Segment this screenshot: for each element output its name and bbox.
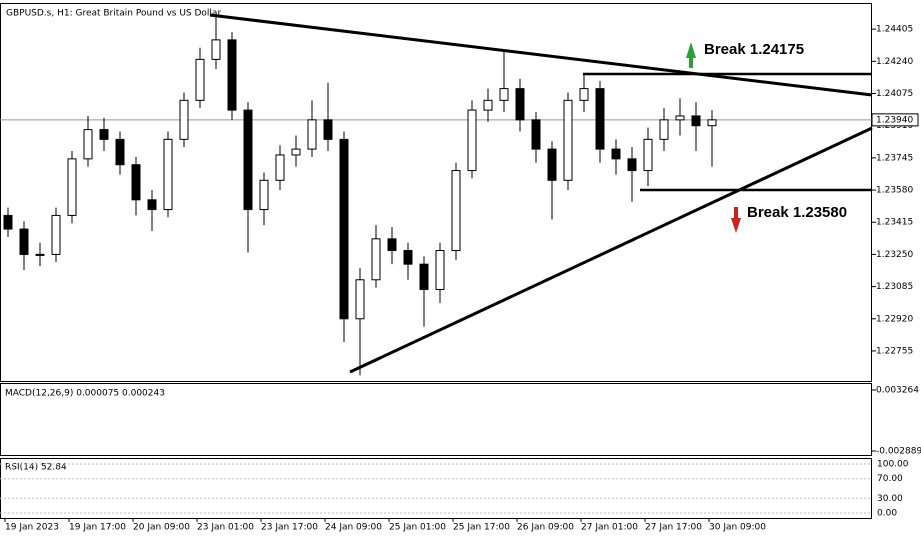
main-panel <box>0 3 872 382</box>
arrow-down <box>731 207 741 233</box>
candle-body <box>323 119 333 140</box>
candle-body <box>579 88 589 101</box>
candle-body <box>531 119 541 150</box>
candle-body <box>131 164 141 201</box>
candle-body <box>563 99 573 181</box>
candle-body <box>3 214 13 230</box>
candle-body <box>355 279 365 320</box>
y-tick-label: 1.23415 <box>876 218 913 228</box>
candle-body <box>227 39 237 111</box>
x-tick-label: 27 Jan 01:00 <box>581 523 638 533</box>
x-tick-label: 30 Jan 09:00 <box>709 523 766 533</box>
y-tick-label: 1.24240 <box>876 57 913 67</box>
candle-body <box>291 148 301 156</box>
level-annotation: Break 1.24175 <box>704 41 804 58</box>
macd-tick-label: 0.003264 <box>876 386 919 396</box>
y-tick-label: 1.23745 <box>876 153 913 163</box>
macd-panel <box>0 383 872 456</box>
rsi-tick-label: 100.00 <box>877 460 909 470</box>
candle-body <box>707 119 717 127</box>
chart-title: GBPUSD.s, H1: Great Britain Pound vs US … <box>6 9 221 19</box>
macd-tick-label: -0.002889 <box>876 447 921 457</box>
candle-body <box>387 238 397 252</box>
candle-body <box>51 214 61 255</box>
candle-body <box>595 88 605 150</box>
arrow-up <box>686 42 696 68</box>
y-tick-label: 1.22755 <box>876 346 913 356</box>
candle-body <box>547 148 557 181</box>
x-tick-label: 27 Jan 17:00 <box>645 523 702 533</box>
candle-body <box>259 179 269 211</box>
y-tick-label: 1.23250 <box>876 250 913 260</box>
x-tick-label: 23 Jan 01:00 <box>197 523 254 533</box>
candle-body <box>83 129 93 160</box>
last-price-box <box>871 113 919 127</box>
level-annotation: Break 1.23580 <box>747 204 847 221</box>
candle-body <box>467 109 477 172</box>
x-tick-label: 20 Jan 09:00 <box>133 523 190 533</box>
candle-body <box>483 99 493 111</box>
y-tick-label: 1.24405 <box>876 25 913 35</box>
trendline <box>349 126 873 374</box>
candle-body <box>419 263 429 291</box>
candle-body <box>307 119 317 150</box>
candle-body <box>611 148 621 160</box>
macd-label: MACD(12,26,9) 0.000075 0.000243 <box>5 389 165 399</box>
candle-body <box>163 138 173 211</box>
candle-body <box>243 109 253 211</box>
candle-body <box>179 99 189 140</box>
candle-body <box>659 119 669 140</box>
x-tick-label: 19 Jan 2023 <box>5 523 59 533</box>
candle-body <box>499 88 509 101</box>
rsi-tick-label: 70.00 <box>877 474 903 484</box>
x-tick-label: 24 Jan 09:00 <box>325 523 382 533</box>
candle-body <box>19 228 29 255</box>
rsi-tick-label: 30.00 <box>877 494 903 504</box>
candle-body <box>371 238 381 281</box>
candle-body <box>627 158 637 172</box>
rsi-label: RSI(14) 52.84 <box>5 463 67 473</box>
candle-body <box>691 115 701 127</box>
candle-body <box>115 138 125 166</box>
y-tick-label: 1.22920 <box>876 314 913 324</box>
candle-body <box>339 138 349 320</box>
candle-body <box>147 199 157 211</box>
last-price-label: 1.23940 <box>876 115 913 125</box>
x-tick-label: 25 Jan 01:00 <box>389 523 446 533</box>
candle-body <box>211 39 221 60</box>
candle-body <box>99 129 109 140</box>
candle-body <box>643 138 653 172</box>
candle-body <box>275 154 285 181</box>
candle-body <box>451 170 461 252</box>
x-tick-label: 19 Jan 17:00 <box>69 523 126 533</box>
candle-body <box>403 250 413 265</box>
trendline <box>209 13 873 97</box>
x-tick-label: 25 Jan 17:00 <box>453 523 510 533</box>
candle-body <box>195 58 205 101</box>
candle-body <box>515 88 525 121</box>
x-tick-label: 23 Jan 17:00 <box>261 523 318 533</box>
candle-body <box>35 253 45 256</box>
rsi-tick-label: 0.00 <box>877 509 897 519</box>
candle-body <box>675 115 685 121</box>
y-tick-label: 1.23580 <box>876 186 913 196</box>
rsi-panel <box>0 458 872 519</box>
candle-body <box>67 158 77 216</box>
y-tick-label: 1.23085 <box>876 282 913 292</box>
y-tick-label: 1.24075 <box>876 89 913 99</box>
x-tick-label: 26 Jan 09:00 <box>517 523 574 533</box>
candle-body <box>435 250 445 291</box>
